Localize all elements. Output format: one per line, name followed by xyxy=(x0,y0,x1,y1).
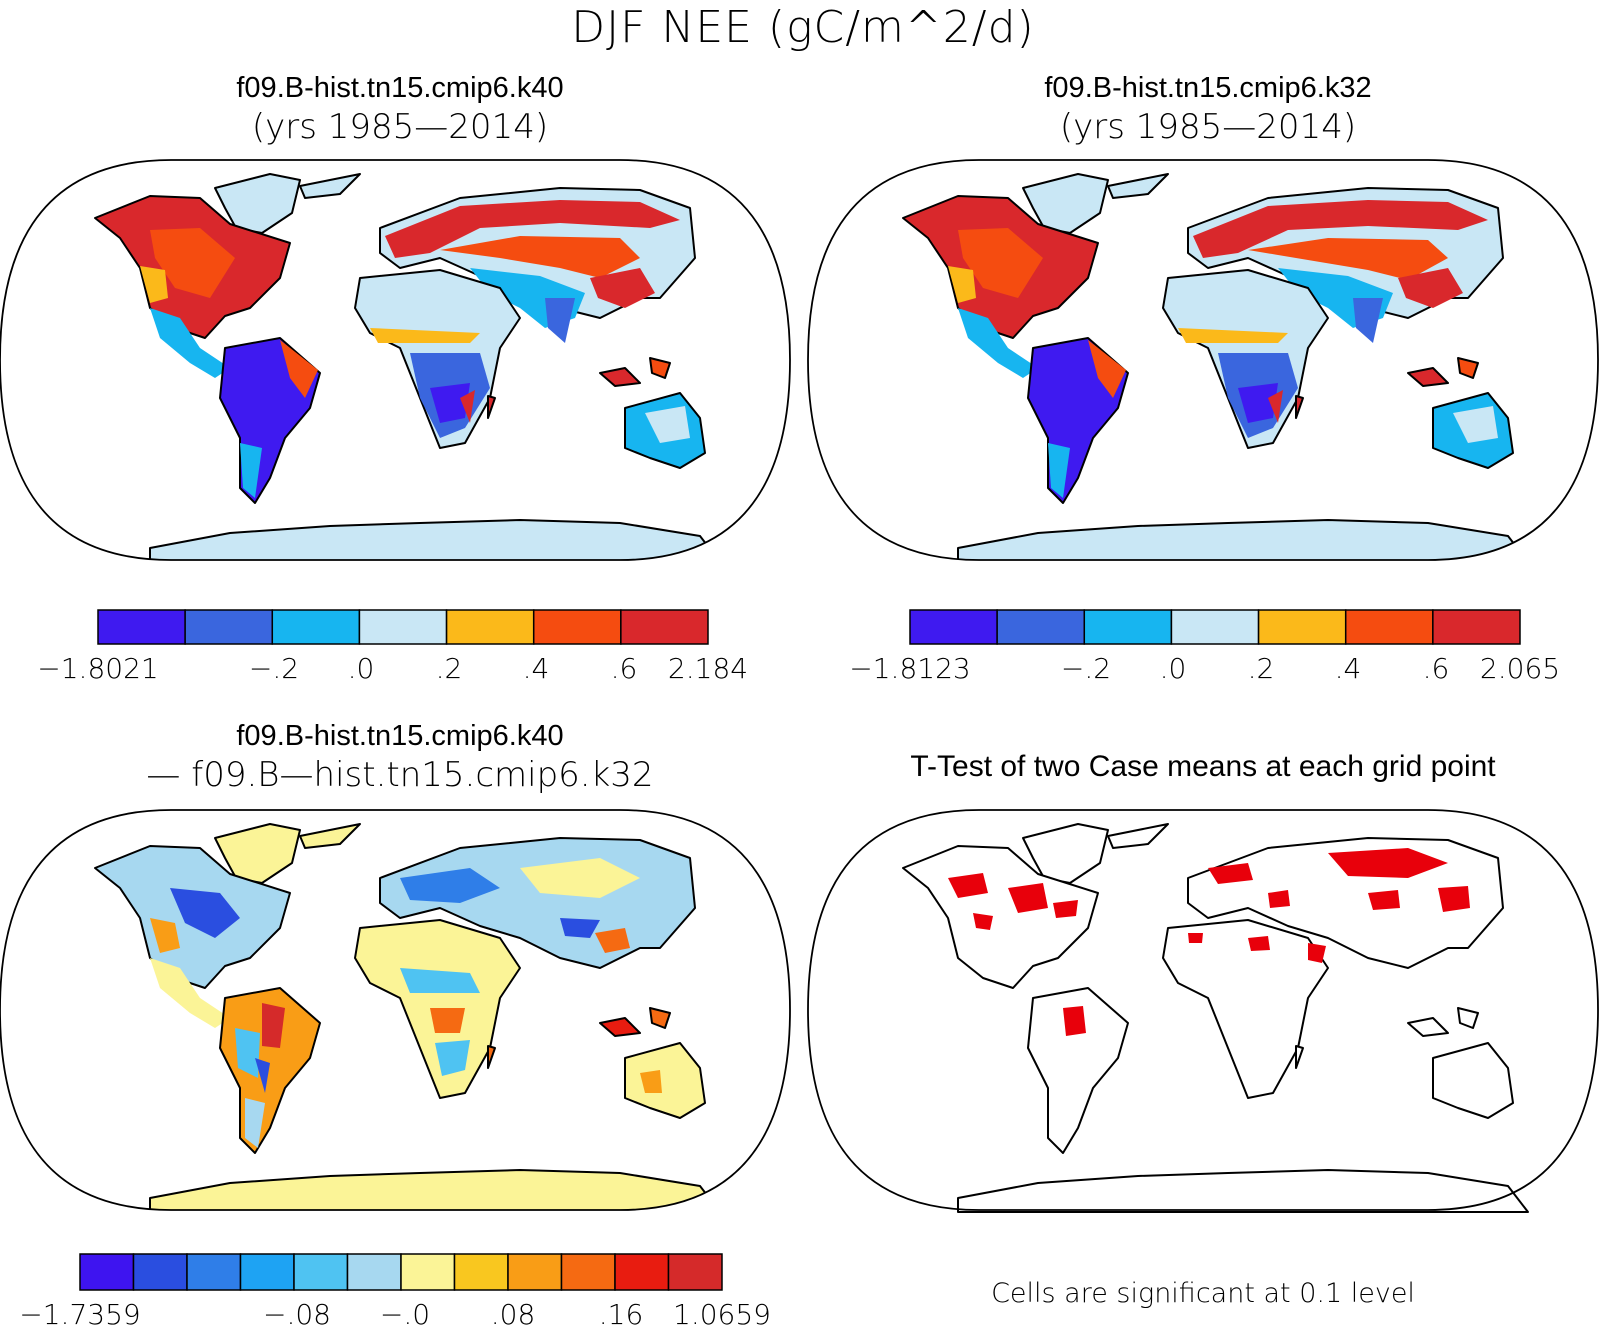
tick-label: .0 xyxy=(347,652,375,685)
colorbar-swatch xyxy=(400,1253,456,1291)
colorbar-swatch xyxy=(620,609,709,645)
years-label: (yrs 1985—2014) xyxy=(1059,107,1357,147)
colorbar-swatch xyxy=(1432,609,1521,645)
colorbar-swatch xyxy=(532,609,622,645)
colorbar-top-left xyxy=(97,609,709,645)
ttest-title: T-Test of two Case means at each grid po… xyxy=(910,750,1496,783)
colorbar-swatch xyxy=(293,1253,349,1291)
map-bottom-right xyxy=(807,809,1599,1213)
years-label: (yrs 1985—2014) xyxy=(251,107,549,147)
tick-label: 2.184 xyxy=(667,652,749,685)
colorbar-top-right xyxy=(909,609,1521,645)
tick-label: −1.8021 xyxy=(37,652,159,685)
greenland xyxy=(214,173,301,234)
case-name: f09.B-hist.tn15.cmip6.k40 xyxy=(236,720,564,752)
tick-label: −.0 xyxy=(379,1298,431,1331)
colorbar-swatch xyxy=(445,609,535,645)
colorbar-swatch xyxy=(614,1253,670,1291)
panel-title-top-right: f09.B-hist.tn15.cmip6.k32 (yrs 1985—2014… xyxy=(998,72,1418,147)
map-bottom-left xyxy=(0,809,791,1211)
panel-title-top-left: f09.B-hist.tn15.cmip6.k40 (yrs 1985—2014… xyxy=(190,72,610,147)
colorbar-swatch xyxy=(132,1253,188,1291)
colorbar-swatch xyxy=(97,609,186,645)
colorbar-swatch xyxy=(507,1253,563,1291)
tick-label: .4 xyxy=(522,652,550,685)
colorbar-swatch xyxy=(1344,609,1434,645)
colorbar-swatch xyxy=(79,1253,135,1291)
significance-note: Cells are significant at 0.1 level xyxy=(991,1278,1415,1309)
colorbar-swatch xyxy=(453,1253,509,1291)
colorbar-swatch xyxy=(560,1253,616,1291)
tick-label: −.08 xyxy=(263,1298,331,1331)
colorbar-swatch xyxy=(239,1253,295,1291)
tick-label: −1.7359 xyxy=(19,1298,141,1331)
colorbar-swatch xyxy=(996,609,1086,645)
tick-label: −1.8123 xyxy=(849,652,971,685)
case-name: f09.B-hist.tn15.cmip6.k32 xyxy=(1044,72,1372,104)
tick-label: −.2 xyxy=(248,652,300,685)
tick-label: .2 xyxy=(435,652,463,685)
map-top-left xyxy=(0,159,791,561)
map-top-right xyxy=(807,159,1599,561)
tick-label: .08 xyxy=(490,1298,536,1331)
tick-label: .6 xyxy=(610,652,638,685)
colorbar-swatch xyxy=(184,609,274,645)
tick-label: .0 xyxy=(1159,652,1187,685)
minus-case-name: — f09.B—hist.tn15.cmip6.k32 xyxy=(146,755,654,795)
colorbar-swatch xyxy=(271,609,361,645)
colorbar-swatch xyxy=(1170,609,1260,645)
tick-label: −.2 xyxy=(1060,652,1112,685)
tick-label: 2.065 xyxy=(1479,652,1561,685)
colorbar-bottom-left xyxy=(79,1253,723,1291)
tick-label: 1.0659 xyxy=(673,1298,771,1331)
tick-label: .6 xyxy=(1422,652,1450,685)
tick-label: .2 xyxy=(1247,652,1275,685)
panel-title-bottom-left: f09.B-hist.tn15.cmip6.k40 — f09.B—hist.t… xyxy=(110,720,690,795)
antarctica xyxy=(149,519,721,560)
colorbar-swatch xyxy=(1083,609,1173,645)
colorbar-swatch xyxy=(1257,609,1347,645)
tick-label: .4 xyxy=(1334,652,1362,685)
colorbar-swatch xyxy=(186,1253,242,1291)
colorbar-swatch xyxy=(346,1253,402,1291)
case-name: f09.B-hist.tn15.cmip6.k40 xyxy=(236,72,564,104)
colorbar-swatch xyxy=(909,609,998,645)
tick-label: .16 xyxy=(598,1298,644,1331)
colorbar-swatch xyxy=(667,1253,723,1291)
figure-title: DJF NEE (gC/m^2/d) xyxy=(571,2,1035,53)
colorbar-swatch xyxy=(358,609,448,645)
